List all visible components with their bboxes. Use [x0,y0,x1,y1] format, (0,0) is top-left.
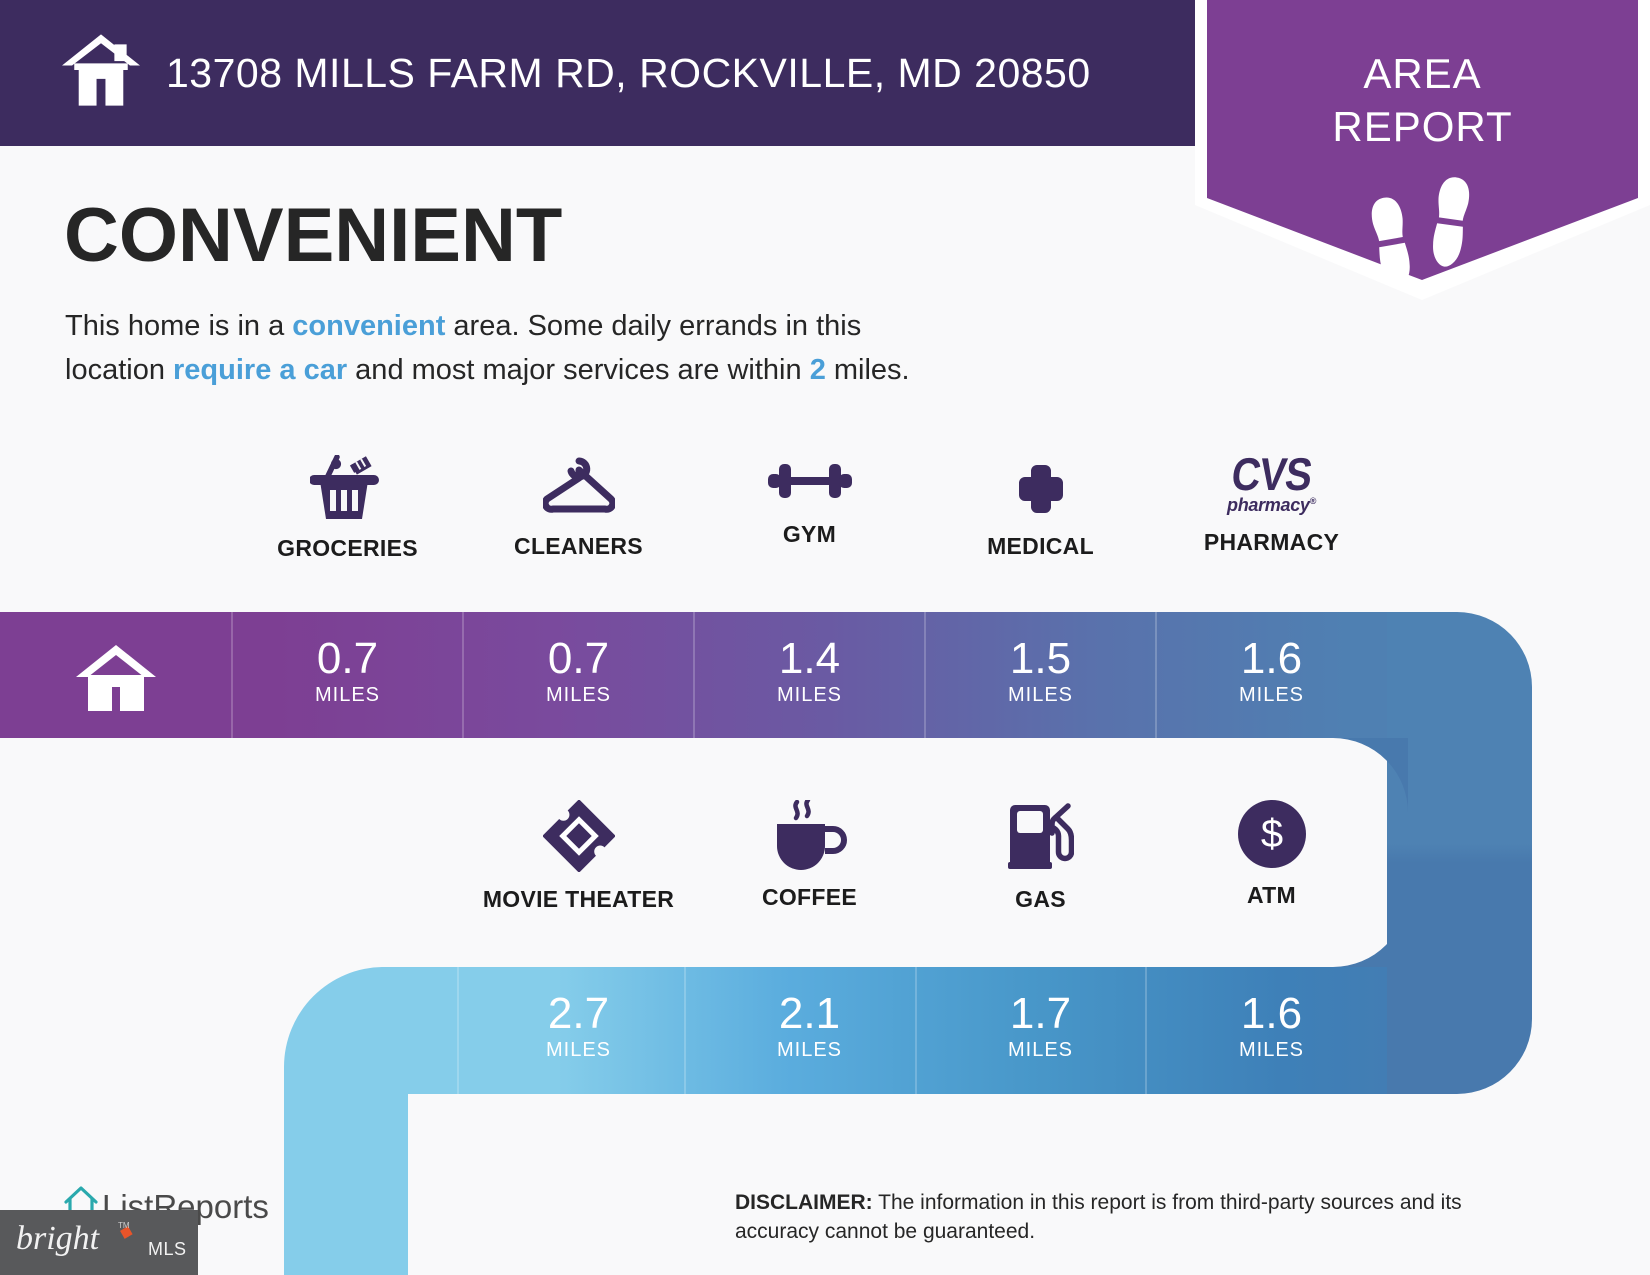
svg-text:$: $ [1260,812,1282,856]
